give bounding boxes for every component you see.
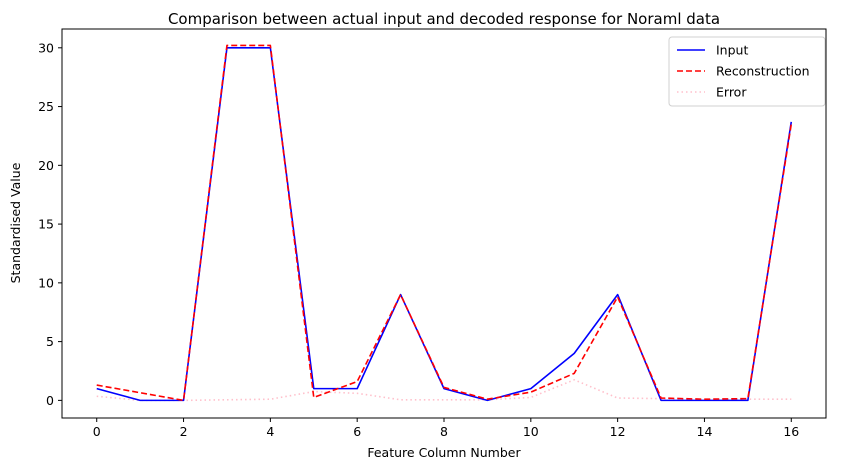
y-tick-label: 30 (38, 40, 54, 55)
legend-label-reconstruction: Reconstruction (716, 64, 810, 79)
x-axis: 0 2 4 6 8 10 12 14 16 (93, 418, 799, 439)
y-tick-label: 20 (38, 158, 54, 173)
x-tick-label: 6 (353, 424, 361, 439)
y-tick-label: 25 (38, 99, 54, 114)
x-tick-label: 10 (523, 424, 539, 439)
series-line-reconstruction (96, 44, 793, 402)
x-tick-label: 16 (783, 424, 799, 439)
y-tick-label: 5 (46, 334, 54, 349)
y-axis: 0 5 10 15 20 25 30 (38, 40, 62, 408)
y-tick-label: 15 (38, 217, 54, 232)
x-tick-label: 14 (697, 424, 713, 439)
legend-box (668, 36, 826, 107)
legend-label-input: Input (716, 43, 748, 58)
x-axis-label: Feature Column Number (367, 445, 521, 460)
x-tick-label: 4 (266, 424, 274, 439)
chart-title: Comparison between actual input and deco… (168, 10, 720, 28)
legend-label-error: Error (716, 85, 747, 100)
series-layer (96, 44, 793, 402)
y-tick-label: 10 (38, 275, 54, 290)
x-tick-label: 8 (440, 424, 448, 439)
x-tick-label: 12 (610, 424, 626, 439)
x-tick-label: 2 (180, 424, 188, 439)
x-tick-label: 0 (93, 424, 101, 439)
y-axis-label: Standardised Value (8, 162, 23, 283)
legend: Input Reconstruction Error (668, 36, 826, 107)
y-tick-label: 0 (46, 393, 54, 408)
